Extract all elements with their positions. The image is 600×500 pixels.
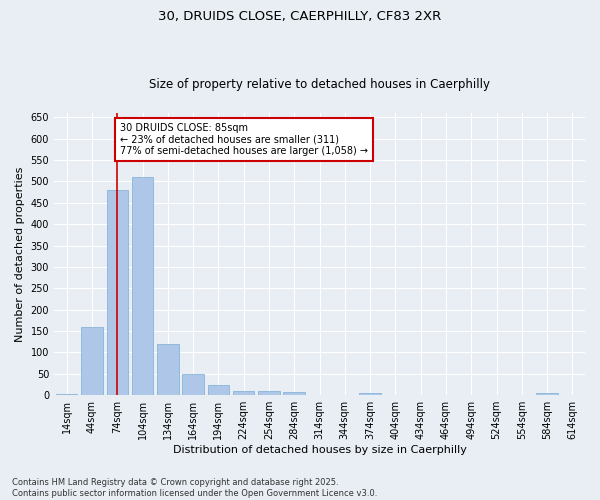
- Bar: [536, 394, 558, 395]
- Bar: [56, 394, 77, 395]
- Bar: [283, 392, 305, 395]
- Bar: [107, 190, 128, 395]
- Text: 30 DRUIDS CLOSE: 85sqm
← 23% of detached houses are smaller (311)
77% of semi-de: 30 DRUIDS CLOSE: 85sqm ← 23% of detached…: [120, 123, 368, 156]
- Text: Contains HM Land Registry data © Crown copyright and database right 2025.
Contai: Contains HM Land Registry data © Crown c…: [12, 478, 377, 498]
- Bar: [132, 177, 153, 395]
- X-axis label: Distribution of detached houses by size in Caerphilly: Distribution of detached houses by size …: [173, 445, 466, 455]
- Bar: [182, 374, 204, 395]
- Bar: [258, 390, 280, 395]
- Text: 30, DRUIDS CLOSE, CAERPHILLY, CF83 2XR: 30, DRUIDS CLOSE, CAERPHILLY, CF83 2XR: [158, 10, 442, 23]
- Y-axis label: Number of detached properties: Number of detached properties: [15, 166, 25, 342]
- Bar: [233, 390, 254, 395]
- Title: Size of property relative to detached houses in Caerphilly: Size of property relative to detached ho…: [149, 78, 490, 91]
- Bar: [208, 386, 229, 395]
- Bar: [359, 394, 381, 395]
- Bar: [81, 327, 103, 395]
- Bar: [157, 344, 179, 395]
